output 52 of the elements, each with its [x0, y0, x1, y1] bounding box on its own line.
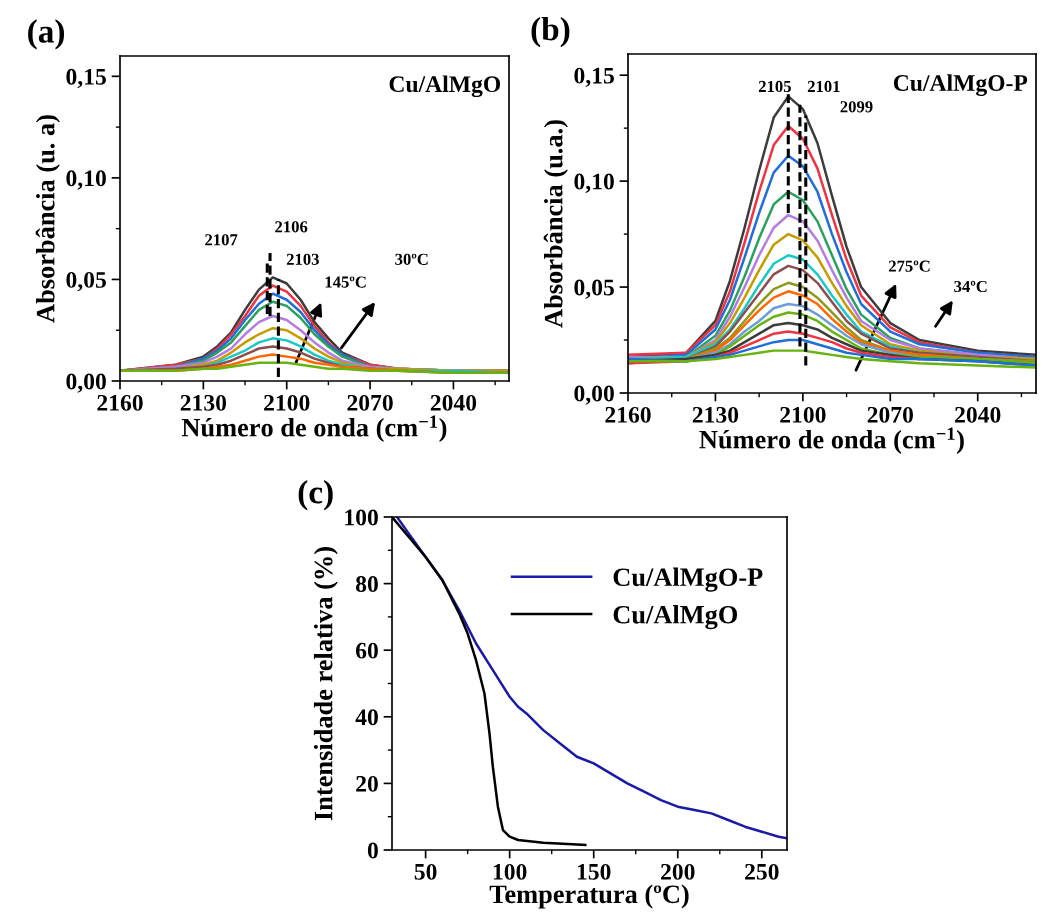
annotation: 2103: [286, 253, 319, 265]
x-axis-title: Temperatura (ºC): [489, 884, 689, 909]
y-tick-label: 0,15: [66, 68, 106, 89]
annotation: 2107: [205, 234, 238, 246]
x-tick-label: 2070: [347, 394, 393, 411]
x-tick-label: 2130: [180, 394, 227, 411]
y-axis-title: Absorbância (u.a.): [543, 120, 568, 328]
y-tick-label: 0,00: [66, 373, 106, 393]
x-tick-label: 2040: [955, 406, 1001, 423]
annotation: 2106: [275, 221, 308, 233]
y-tick-label: 40: [355, 709, 378, 726]
y-tick-label: 20: [356, 775, 378, 792]
x-tick-label: 2070: [867, 406, 913, 423]
legend-label: Cu/AlMgO: [613, 605, 738, 630]
annotation: 145ºC: [325, 276, 366, 288]
y-tick-label: 60: [356, 642, 378, 659]
x-tick-label: 200: [661, 863, 695, 880]
x-tick-label: 2100: [264, 394, 310, 411]
annotation: 275ºC: [888, 260, 930, 272]
y-axis-title: Absorbância (u. a): [35, 115, 60, 323]
y-axis-title: Intensidade relativa (%): [313, 547, 338, 821]
y-tick-label: 80: [355, 576, 378, 593]
y-tick-label: 0: [367, 842, 378, 859]
y-tick-label: 0,05: [574, 279, 614, 299]
text: Cu/AlMgO: [389, 75, 501, 98]
x-tick-label: 2130: [692, 406, 739, 423]
x-tick-label: 100: [493, 863, 527, 880]
text: Cu/AlMgO-P: [893, 74, 1028, 96]
x-tick-label: 150: [577, 863, 611, 880]
x-axis-title: Número de onda (cm$^{−1}$): [181, 415, 447, 442]
x-tick-label: 2100: [780, 406, 826, 423]
annotation: 30ºC: [395, 253, 428, 265]
annotation: 2101: [807, 80, 840, 93]
x-axis-title: Número de onda (cm$^{−1}$): [699, 427, 964, 454]
y-tick-label: 0,15: [574, 67, 614, 88]
annotation: 2105: [758, 80, 791, 93]
chart-title: (c): [298, 480, 333, 511]
x-tick-label: 2040: [430, 394, 477, 411]
y-tick-label: 0,00: [574, 385, 614, 405]
y-tick-label: 0,10: [66, 170, 106, 190]
y-tick-label: 0,10: [574, 173, 614, 193]
x-tick-label: 2160: [97, 394, 143, 411]
annotation: 34ºC: [954, 280, 987, 293]
x-tick-label: 250: [745, 863, 779, 880]
x-tick-label: 50: [414, 863, 437, 880]
annotation: 2099: [840, 101, 873, 113]
x-tick-label: 2160: [605, 406, 651, 423]
chart-title: (a): [28, 19, 65, 50]
y-tick-label: 0,05: [66, 271, 106, 292]
chart-title: (b): [531, 16, 570, 48]
y-tick-label: 100: [345, 509, 378, 526]
legend-label: Cu/AlMgO-P: [613, 567, 763, 592]
